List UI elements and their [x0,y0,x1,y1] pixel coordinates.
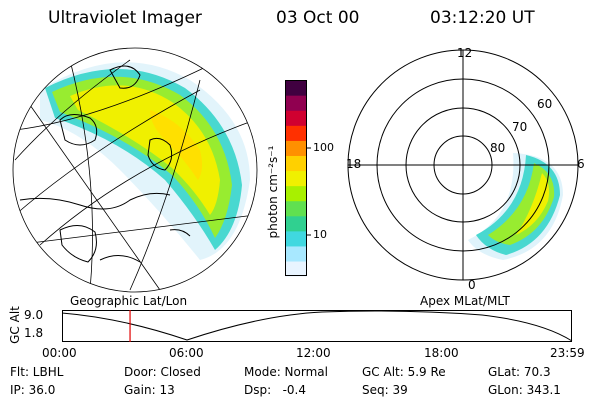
polar-aurora-mid [488,163,555,245]
colorbar-segment [285,170,307,187]
colorbar-segment [285,245,307,262]
info-ip: IP: 36.0 [10,383,56,397]
colorbar-segment [285,185,307,202]
altitude-curve [61,310,573,342]
geographic-caption: Geographic Lat/Lon [70,294,188,308]
colorbar-segment [285,95,307,111]
date-label: 03 Oct 00 [276,8,360,28]
info-gc-alt: GC Alt: 5.9 Re [362,365,446,379]
lat-label-80: 80 [490,141,506,155]
timeline-xtick-0600: 06:00 [169,346,204,360]
timeline-xtick-1200: 12:00 [296,346,331,360]
apex-caption: Apex MLat/MLT [420,294,510,308]
info-seq: Seq: 39 [362,383,408,397]
mlt-label-18: 18 [346,157,362,171]
mlt-label-0: 0 [468,278,476,292]
mlt-label-12: 12 [457,46,473,60]
timeline-xtick-2359: 23:59 [550,346,585,360]
colorbar-label: photon cm⁻²s⁻¹ [266,145,280,239]
colorbar-segment [285,230,307,247]
timeline-ytick-high: 9.0 [24,308,44,322]
colorbar-segment [285,200,307,217]
colorbar-segment [285,125,307,141]
apex-polar-plot [347,49,579,281]
mlt-label-6: 6 [577,157,585,171]
image-title: Ultraviolet Imager [48,8,202,28]
info-glon: GLon: 343.1 [488,383,561,397]
time-label: 03:12:20 UT [430,8,535,28]
info-glat: GLat: 70.3 [488,365,551,379]
colorbar [285,80,311,277]
colorbar-tick-10: 10 [313,228,327,241]
polar-aurora-core [516,173,550,235]
colorbar-segment [285,80,307,96]
timeline-ytick-low: 1.8 [24,326,44,340]
timeline-xtick-0000: 00:00 [42,346,77,360]
colorbar-segment [285,155,307,172]
info-door: Door: Closed [124,365,201,379]
info-gain: Gain: 13 [124,383,175,397]
info-dsp: Dsp: -0.4 [244,383,307,397]
colorbar-tick-100: 100 [313,141,334,154]
colorbar-segment [285,260,307,277]
orbit-altitude-timeline [61,310,573,342]
lat-label-70: 70 [512,120,528,134]
lat-label-60: 60 [537,97,553,111]
colorbar-segment [285,215,307,232]
aurora-peak [150,110,203,180]
colorbar-segment [285,140,307,156]
aurora-core [70,85,220,215]
colorbar-segment [285,110,307,126]
info-filter: Flt: LBHL [10,365,64,379]
info-mode: Mode: Normal [244,365,328,379]
timeline-ylabel: GC Alt [8,306,22,344]
timeline-xtick-1800: 18:00 [424,346,459,360]
